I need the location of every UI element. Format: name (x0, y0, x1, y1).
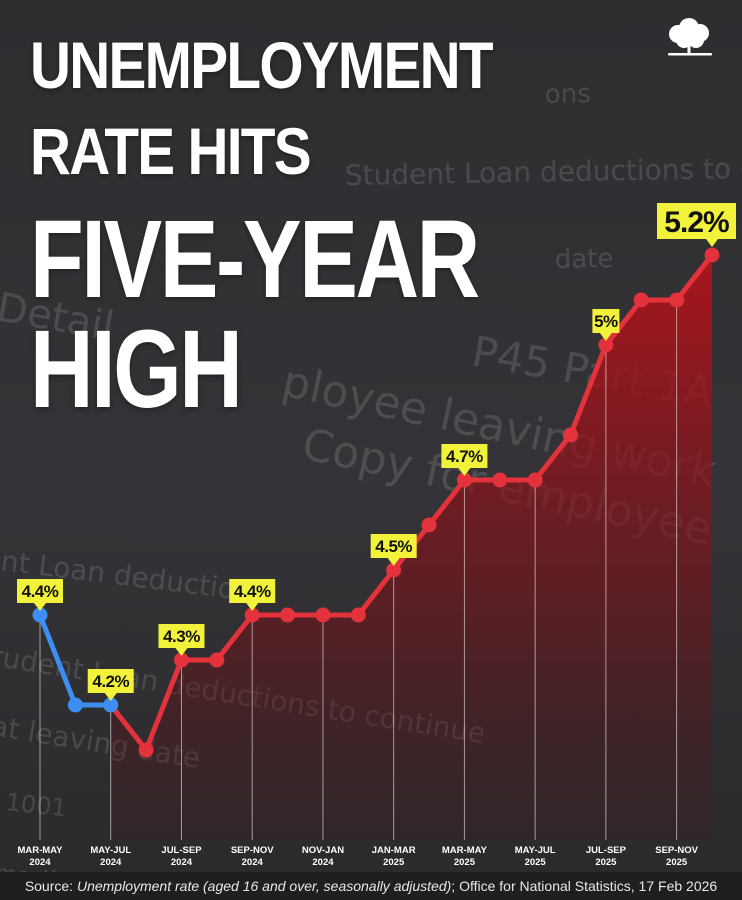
data-label-pointer (706, 239, 718, 247)
data-label: 5.2% (657, 203, 736, 247)
data-label-text: 4.2% (92, 672, 129, 691)
data-label-text: 4.4% (22, 582, 59, 601)
data-point (563, 427, 579, 443)
data-point (280, 607, 296, 623)
tick-label-year: 2025 (454, 857, 476, 868)
tick-label-year: 2025 (525, 857, 547, 868)
headline-line-2: RATE HITS (30, 114, 312, 188)
tick-label-period: JUL-SEP (586, 845, 627, 856)
data-label: 4.4% (229, 579, 276, 611)
data-label-text: 4.4% (234, 582, 271, 601)
tick-label-year: 2025 (383, 857, 405, 868)
data-point (244, 607, 260, 623)
data-label-box (592, 309, 620, 333)
data-point (209, 652, 225, 668)
tick-label-year: 2024 (29, 857, 51, 868)
data-point (527, 472, 543, 488)
data-label-pointer (387, 558, 400, 566)
background-text-2: date (555, 244, 614, 275)
data-point (633, 292, 649, 308)
data-label-pointer (175, 648, 188, 656)
data-label: 4.3% (158, 624, 205, 656)
data-label-box (229, 579, 276, 603)
tree-logo-icon (668, 18, 712, 56)
data-label-box (87, 669, 134, 693)
data-point (315, 607, 331, 623)
data-points (32, 247, 720, 758)
source-suffix: ; Office for National Statistics, 17 Feb… (451, 878, 718, 894)
data-label-pointer (458, 468, 471, 476)
tick-label-year: 2024 (242, 857, 264, 868)
tick-label-period: NOV-JAN (302, 845, 344, 856)
data-point (138, 742, 154, 758)
tick-label-period: MAY-JUL (90, 845, 131, 856)
data-point (669, 292, 685, 308)
data-label: 4.4% (17, 579, 63, 611)
headline-line-1: UNEMPLOYMENT (30, 28, 494, 102)
data-point (421, 517, 437, 533)
x-axis-ticks: MAR-MAY2024MAY-JUL2024JUL-SEP2024SEP-NOV… (17, 845, 698, 868)
background-text-0: ons (545, 79, 591, 110)
data-label-text: 4.5% (375, 537, 412, 556)
data-label-box (370, 534, 417, 558)
data-point (32, 607, 48, 623)
data-point (456, 472, 472, 488)
data-point (103, 697, 119, 713)
data-point (67, 697, 83, 713)
source-note: Source: Unemployment rate (aged 16 and o… (0, 872, 742, 900)
data-label: 4.7% (441, 444, 488, 476)
background-text-10: 1001 (4, 788, 68, 822)
tick-label-year: 2025 (595, 857, 617, 868)
data-label-text: 4.3% (163, 627, 200, 646)
source-dataset: Unemployment rate (aged 16 and over, sea… (76, 878, 452, 894)
data-label-pointer (246, 603, 259, 611)
data-label-box (441, 444, 488, 468)
tick-label-period: MAY-JUL (515, 845, 556, 856)
data-point (492, 472, 508, 488)
data-point (704, 247, 720, 263)
data-label: 4.5% (370, 534, 417, 566)
headline-line-4: HIGH (30, 308, 243, 431)
tick-label-year: 2025 (666, 857, 688, 868)
data-labels: 4.4% 4.2% 4.3% 4.4% 4.5% 4.7% 5% 5.2% (17, 203, 736, 701)
data-point (173, 652, 189, 668)
tick-label-period: JAN-MAR (372, 845, 416, 856)
tick-label-period: MAR-MAY (17, 845, 63, 856)
tick-label-period: SEP-NOV (655, 845, 698, 856)
data-point (598, 337, 614, 353)
data-label: 5% (592, 309, 620, 341)
tick-label-year: 2024 (171, 857, 193, 868)
tick-label-period: SEP-NOV (231, 845, 274, 856)
tick-label-year: 2024 (100, 857, 122, 868)
data-label-text: 4.7% (446, 447, 483, 466)
data-label-pointer (34, 603, 46, 611)
data-label-text: 5.2% (664, 206, 729, 239)
data-label-box (17, 579, 63, 603)
tick-label-period: JUL-SEP (161, 845, 202, 856)
data-label: 4.2% (87, 669, 134, 701)
source-prefix: Source: (24, 878, 77, 894)
data-point (386, 562, 402, 578)
vertical-guides (39, 300, 678, 840)
data-label-box (158, 624, 205, 648)
data-label-pointer (599, 333, 612, 341)
background-text-1: Student Loan deductions to co (345, 152, 742, 192)
data-label-text: 5% (594, 312, 618, 331)
data-point (350, 607, 366, 623)
data-label-box (657, 203, 736, 239)
headline-line-3: FIVE-YEAR (30, 198, 480, 321)
data-label-pointer (104, 693, 117, 701)
tick-label-year: 2024 (312, 857, 334, 868)
tick-label-period: MAR-MAY (442, 845, 488, 856)
